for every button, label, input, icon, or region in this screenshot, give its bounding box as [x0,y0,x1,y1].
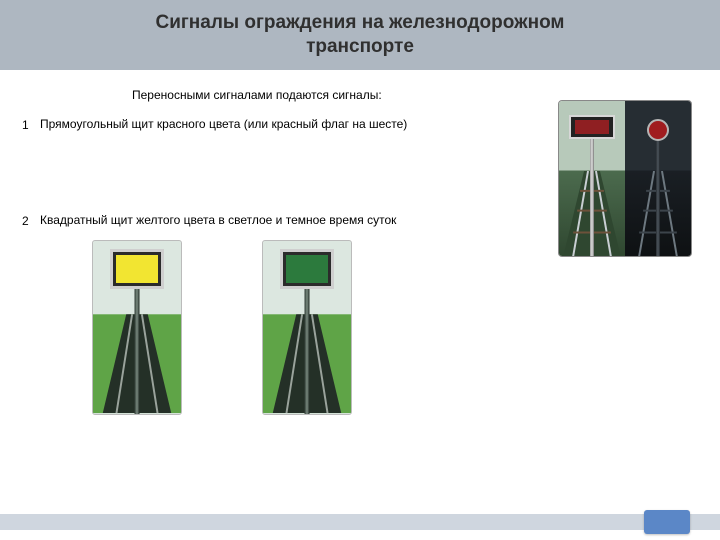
red-rect-board [569,115,615,139]
sign-pole [135,289,140,414]
page-title-line1: Сигналы ограждения на железнодорожном [155,12,564,33]
footer-chip[interactable] [644,510,690,534]
day-panel [559,101,625,256]
page-title: Сигналы ограждения на железнодорожном тр… [155,11,564,59]
footer-bar [0,514,720,530]
red-disc-signal [647,119,669,141]
page-title-line2: транспорте [306,36,414,57]
yellow-square-sign-illustration [92,240,182,415]
header-band: Сигналы ограждения на железнодорожном тр… [0,0,720,70]
night-pole [656,141,660,256]
right-illustration [558,100,692,257]
item-number: 2 [22,212,40,228]
board-inner-fill [286,255,328,283]
footer [0,510,720,540]
lower-illustration-group [92,240,698,415]
square-board [110,249,164,289]
board-inner-fill [116,255,158,283]
sign-pole [305,289,310,414]
day-night-panel-pair [558,100,692,257]
square-board [280,249,334,289]
green-square-sign-illustration [262,240,352,415]
night-panel [625,101,691,256]
item-number: 1 [22,116,40,132]
day-pole [590,139,594,256]
